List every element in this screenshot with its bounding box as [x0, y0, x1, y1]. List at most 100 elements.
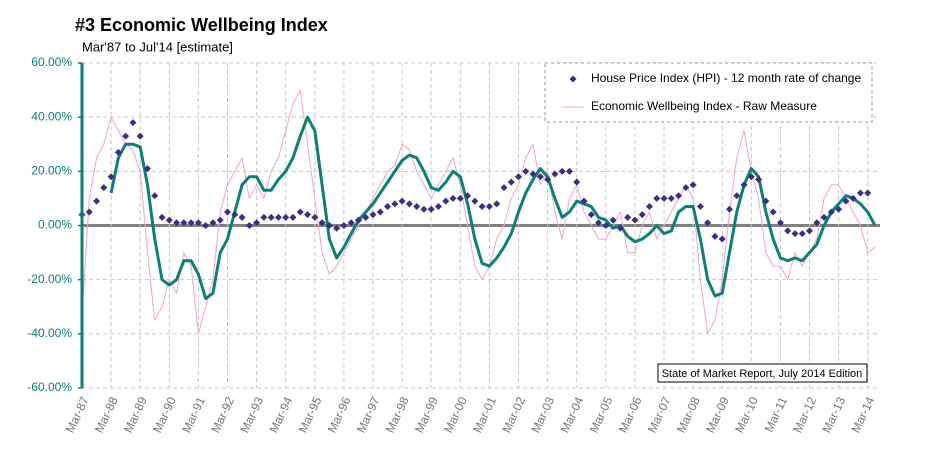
- data-point: [180, 219, 188, 227]
- data-point: [587, 211, 595, 219]
- data-point: [762, 197, 770, 205]
- data-point: [580, 197, 588, 205]
- data-point: [333, 224, 341, 232]
- data-point: [354, 216, 362, 224]
- data-point: [216, 216, 224, 224]
- data-point: [85, 208, 93, 216]
- data-point: [267, 213, 275, 221]
- data-point: [165, 216, 173, 224]
- data-point: [282, 213, 290, 221]
- data-point: [274, 213, 282, 221]
- data-point: [100, 184, 108, 192]
- data-point: [289, 213, 297, 221]
- annotation: State of Market Report, July 2014 Editio…: [662, 368, 863, 380]
- data-point: [296, 208, 304, 216]
- data-point: [420, 205, 428, 213]
- data-point: [769, 208, 777, 216]
- data-point: [653, 194, 661, 202]
- data-point: [645, 203, 653, 211]
- legend-marker: [569, 75, 577, 83]
- data-point: [638, 211, 646, 219]
- data-point: [143, 165, 151, 173]
- data-point: [835, 205, 843, 213]
- data-point: [449, 194, 457, 202]
- y-tick-label: 60.00%: [31, 55, 72, 69]
- legend: House Price Index (HPI) - 12 month rate …: [544, 62, 873, 123]
- data-point: [173, 219, 181, 227]
- data-point: [376, 208, 384, 216]
- annotation-box: [657, 363, 868, 383]
- data-point: [304, 211, 312, 219]
- data-point: [413, 203, 421, 211]
- data-point: [551, 170, 559, 178]
- data-point: [114, 148, 122, 156]
- data-point: [733, 192, 741, 200]
- data-point: [260, 213, 268, 221]
- data-point: [384, 203, 392, 211]
- legend-label: House Price Index (HPI) - 12 month rate …: [591, 71, 861, 85]
- data-point: [558, 167, 566, 175]
- data-point: [398, 197, 406, 205]
- data-point: [311, 213, 319, 221]
- y-tick-label: 0.00%: [38, 218, 72, 232]
- data-point: [689, 181, 697, 189]
- legend-box: [544, 62, 873, 123]
- data-point: [187, 219, 195, 227]
- data-point: [456, 194, 464, 202]
- data-point: [711, 232, 719, 240]
- data-point: [565, 167, 573, 175]
- y-tick-label: 40.00%: [31, 109, 72, 123]
- marks: [78, 89, 877, 335]
- data-point: [325, 222, 333, 229]
- data-point: [529, 170, 537, 178]
- data-point: [391, 200, 399, 208]
- legend-label: Economic Wellbeing Index - Raw Measure: [591, 99, 817, 113]
- chart-subtitle: Mar'87 to Jul'14 [estimate]: [82, 39, 233, 54]
- data-point: [194, 219, 202, 227]
- data-point: [442, 197, 450, 205]
- data-point: [725, 205, 733, 213]
- data-point: [238, 213, 246, 221]
- y-tick-label: 20.00%: [31, 164, 72, 178]
- data-point: [369, 211, 377, 219]
- data-point: [813, 219, 821, 227]
- data-point: [478, 203, 486, 211]
- data-point: [224, 208, 232, 216]
- data-point: [318, 219, 326, 227]
- chart-title: #3 Economic Wellbeing Index: [75, 15, 328, 35]
- data-point: [464, 192, 472, 200]
- data-point: [340, 222, 348, 229]
- data-point: [434, 203, 442, 211]
- y-tick-label: -20.00%: [27, 272, 72, 286]
- data-point: [631, 216, 639, 224]
- y-tick-label: -60.00%: [27, 380, 72, 394]
- data-point: [740, 181, 748, 189]
- data-point: [791, 230, 799, 238]
- data-point: [573, 178, 581, 186]
- data-point: [820, 213, 828, 221]
- data-point: [405, 200, 413, 208]
- data-point: [485, 203, 493, 211]
- y-tick-label: -40.00%: [27, 326, 72, 340]
- data-point: [784, 227, 792, 235]
- data-point: [93, 197, 101, 205]
- data-point: [806, 227, 814, 235]
- data-point: [675, 192, 683, 200]
- data-point: [842, 197, 850, 205]
- data-point: [624, 213, 632, 221]
- data-point: [798, 230, 806, 238]
- data-point: [107, 173, 115, 181]
- data-point: [616, 224, 624, 232]
- data-point: [471, 197, 479, 205]
- data-point: [122, 132, 130, 140]
- data-point: [864, 189, 872, 197]
- data-point: [231, 211, 239, 219]
- data-point: [718, 235, 726, 243]
- data-point: [704, 219, 712, 227]
- data-point: [347, 219, 355, 227]
- data-point: [362, 213, 370, 221]
- data-point: [660, 194, 668, 202]
- data-point: [536, 173, 544, 181]
- series-line: [109, 115, 877, 301]
